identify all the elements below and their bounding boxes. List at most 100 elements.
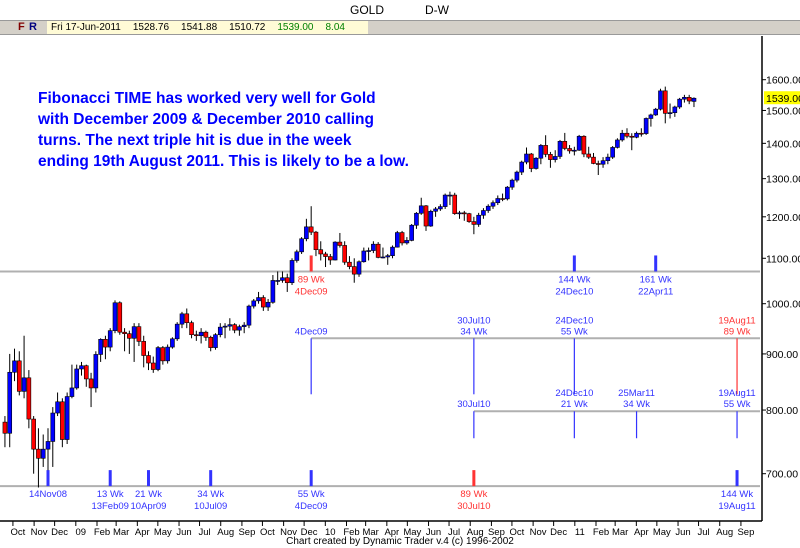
symbol-title: GOLD bbox=[350, 3, 385, 17]
candle-up bbox=[275, 280, 280, 282]
candle-up bbox=[390, 246, 395, 256]
candle-down bbox=[122, 331, 127, 335]
candle-down bbox=[543, 145, 548, 155]
candle-down bbox=[328, 256, 333, 261]
candle-up bbox=[442, 194, 448, 207]
candle-down bbox=[127, 333, 132, 339]
candle-up bbox=[385, 255, 391, 258]
candle-down bbox=[375, 243, 381, 258]
candle-up bbox=[533, 157, 539, 169]
candle-up bbox=[610, 147, 615, 158]
candle-up bbox=[332, 241, 338, 261]
fib-time-label: 14Nov08 bbox=[29, 489, 67, 500]
candle-down bbox=[136, 326, 142, 342]
month-label: Jun bbox=[675, 527, 690, 538]
fib-time-label: 4Dec09 bbox=[295, 286, 328, 297]
candle-up bbox=[490, 202, 496, 207]
candle-up bbox=[485, 205, 491, 211]
candle-down bbox=[308, 226, 314, 233]
month-label: Jul bbox=[448, 527, 460, 538]
candle-up bbox=[667, 112, 673, 114]
candle-down bbox=[591, 156, 596, 164]
candle-up bbox=[198, 331, 204, 337]
candle-up bbox=[509, 179, 515, 188]
note-line: ending 19th August 2011. This is likely … bbox=[38, 153, 409, 170]
axes: 700.00 800.00 900.00 1000.00 1100.00 1200.00 1… bbox=[0, 36, 800, 538]
candle-down bbox=[548, 154, 553, 160]
candle-up bbox=[366, 250, 371, 252]
month-label: Jun bbox=[176, 527, 191, 538]
candle-down bbox=[581, 135, 587, 155]
fib-time-label: 55 Wk bbox=[724, 399, 751, 410]
fib-time-label: 4Dec09 bbox=[295, 326, 328, 337]
candle-up bbox=[246, 305, 252, 326]
candle-up bbox=[414, 212, 419, 226]
month-label: Feb bbox=[593, 527, 609, 538]
fib-time-label: 34 Wk bbox=[197, 489, 224, 500]
candles bbox=[2, 86, 697, 488]
candle-down bbox=[150, 362, 156, 370]
candle-down bbox=[337, 241, 343, 246]
fib-time-label: 30Jul10 bbox=[457, 315, 490, 326]
candle-up bbox=[371, 243, 376, 251]
candle-up bbox=[418, 205, 424, 214]
price-tick-label: 900.00 bbox=[766, 349, 798, 361]
fib-time-label: 161 Wk bbox=[640, 274, 672, 285]
candle-down bbox=[639, 132, 644, 135]
last-price-label: 1539.00 bbox=[766, 93, 800, 105]
candle-up bbox=[280, 277, 285, 281]
candle-up bbox=[227, 324, 233, 327]
candle-up bbox=[265, 301, 271, 308]
price-tick-label: 700.00 bbox=[766, 469, 798, 481]
candle-up bbox=[634, 132, 639, 138]
candle-up bbox=[447, 194, 453, 197]
candle-up bbox=[74, 368, 80, 389]
month-label: 10 bbox=[325, 527, 336, 538]
candle-up bbox=[93, 354, 99, 389]
candle-down bbox=[595, 163, 601, 165]
quote-date: Fri 17-Jun-2011 bbox=[51, 22, 121, 33]
month-label: Aug bbox=[467, 527, 484, 538]
candle-up bbox=[395, 232, 400, 248]
r-button[interactable]: R bbox=[29, 21, 37, 33]
note-line: turns. The next triple hit is due in the… bbox=[38, 132, 352, 149]
candle-up bbox=[69, 387, 75, 397]
candle-down bbox=[194, 334, 199, 337]
candle-down bbox=[466, 213, 472, 222]
candle-down bbox=[318, 249, 324, 255]
candle-up bbox=[21, 377, 27, 392]
candle-down bbox=[189, 322, 194, 336]
quote-open: 1528.76 bbox=[132, 22, 170, 33]
candle-down bbox=[31, 418, 36, 450]
price-tick-label: 1600.00 bbox=[766, 75, 800, 87]
month-label: Nov bbox=[31, 527, 48, 538]
candle-down bbox=[208, 336, 213, 348]
f-button[interactable]: F bbox=[18, 21, 25, 33]
candle-up bbox=[356, 261, 362, 275]
candle-up bbox=[380, 256, 386, 259]
candle-up bbox=[64, 396, 70, 440]
month-label: Oct bbox=[260, 527, 275, 538]
candle-up bbox=[677, 98, 682, 108]
candle-up bbox=[619, 132, 625, 141]
fib-time-label: 21 Wk bbox=[135, 489, 162, 500]
month-label: Sep bbox=[737, 527, 754, 538]
candle-down bbox=[567, 148, 572, 152]
quote-change: 8.04 bbox=[325, 22, 345, 33]
candle-up bbox=[433, 208, 438, 212]
fib-time-label: 19Aug11 bbox=[718, 388, 755, 399]
month-label: 11 bbox=[575, 527, 585, 538]
candle-up bbox=[648, 114, 654, 119]
month-label: Dec bbox=[51, 527, 68, 538]
candle-up bbox=[457, 212, 462, 215]
quote-close: 1539.00 bbox=[277, 22, 314, 33]
title-bar: GOLD D-W bbox=[0, 0, 800, 20]
candle-down bbox=[232, 324, 237, 331]
month-label: Jul bbox=[697, 527, 709, 538]
candle-up bbox=[12, 360, 17, 373]
candle-up bbox=[519, 161, 525, 173]
fib-time-label: 13Feb09 bbox=[91, 501, 129, 512]
fib-time-label: 89 Wk bbox=[724, 326, 751, 337]
candle-down bbox=[313, 231, 319, 250]
